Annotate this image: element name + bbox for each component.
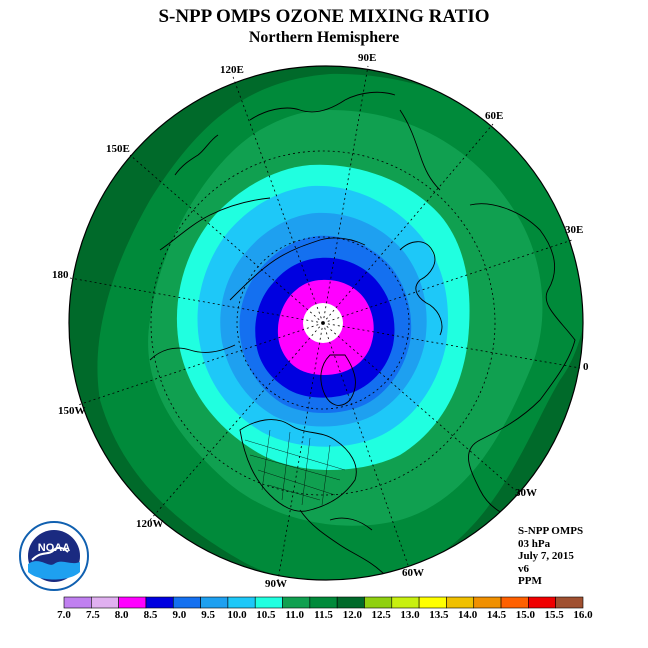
lon-label-0: 0: [583, 361, 589, 373]
coastline-japan: [174, 134, 219, 176]
info-units: PPM: [518, 575, 542, 587]
coastlines: [149, 91, 576, 576]
coastline-asia-north: [229, 237, 366, 301]
coastline-india: [399, 109, 441, 191]
noaa-logo: NOAA: [19, 521, 89, 591]
coastline-caribbean: [329, 517, 373, 531]
info-instrument: S-NPP OMPS: [518, 525, 584, 537]
coastline-alaska: [149, 344, 236, 361]
longitude-labels: 90E 60E 30E 0 30W 60W 90W 120W 150W 180 …: [52, 52, 589, 590]
noaa-logo-text: NOAA: [38, 542, 70, 554]
lon-label-120w: 120W: [136, 518, 164, 530]
coastline-scandinavia: [399, 241, 443, 336]
coastline-central-america: [299, 509, 386, 576]
coastline-asia-east: [159, 197, 271, 251]
graticule: [69, 65, 581, 581]
lon-label-30w: 30W: [515, 487, 537, 499]
map-boundary: [68, 65, 584, 581]
product-info: S-NPP OMPS 03 hPa July 7, 2015 v6 PPM: [518, 525, 583, 588]
map-subtitle: Northern Hemisphere: [248, 29, 400, 46]
lon-label-150e: 150E: [106, 143, 130, 155]
lon-label-60e: 60E: [485, 110, 503, 122]
coastline-europe-africa: [468, 203, 576, 521]
lon-label-30e: 30E: [565, 224, 583, 236]
lon-label-60w: 60W: [402, 567, 424, 579]
lon-label-150w: 150W: [58, 405, 86, 417]
lon-label-180: 180: [52, 269, 69, 281]
info-date: July 7, 2015: [518, 550, 574, 562]
info-pressure-level: 03 hPa: [518, 537, 551, 550]
coastline-north-america: [239, 419, 357, 512]
us-state-boundaries: [244, 429, 346, 506]
lon-label-90w: 90W: [265, 578, 287, 590]
lon-label-90e: 90E: [358, 52, 376, 64]
map-title: S-NPP OMPS OZONE MIXING RATIO: [158, 6, 490, 27]
info-version: v6: [518, 562, 529, 575]
lon-label-120e: 120E: [220, 64, 244, 76]
coastline-greenland: [320, 354, 356, 406]
coastline-china: [249, 91, 396, 121]
